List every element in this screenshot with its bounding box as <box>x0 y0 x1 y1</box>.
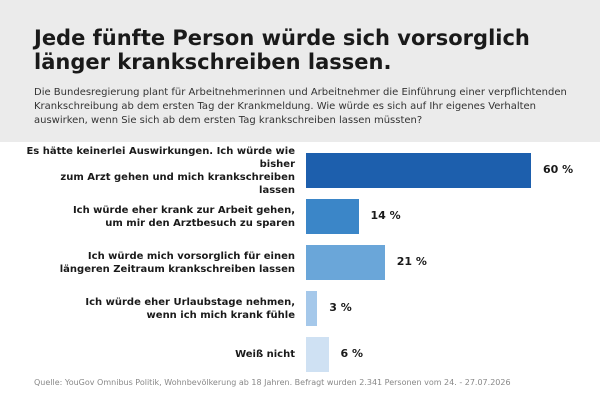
value-label: 21 % <box>396 255 427 268</box>
bar <box>306 291 318 326</box>
source: Quelle: YouGov Omnibus Politik, Wohnbevö… <box>34 378 511 387</box>
chart-title: Jede fünfte Person würde sich vorsorglic… <box>34 26 530 74</box>
header: Jede fünfte Person würde sich vorsorglic… <box>0 0 600 142</box>
category-label: Es hätte keinerlei Auswirkungen. Ich wür… <box>26 145 295 196</box>
bar <box>306 153 531 188</box>
category-label: Ich würde eher Urlaubstage nehmen, wenn … <box>85 296 295 321</box>
value-label: 3 % <box>329 301 352 314</box>
bar <box>306 337 329 372</box>
value-label: 14 % <box>370 209 401 222</box>
category-label: Weiß nicht <box>235 349 295 360</box>
category-label: Ich würde mich vorsorglich für einen län… <box>59 250 295 275</box>
value-label: 60 % <box>543 163 574 176</box>
bar <box>306 245 385 280</box>
value-label: 6 % <box>340 347 364 360</box>
subtitle: Die Bundesregierung plant für Arbeitnehm… <box>34 87 567 126</box>
bar <box>306 199 359 234</box>
category-label: Ich würde eher krank zur Arbeit gehen, u… <box>72 204 295 229</box>
